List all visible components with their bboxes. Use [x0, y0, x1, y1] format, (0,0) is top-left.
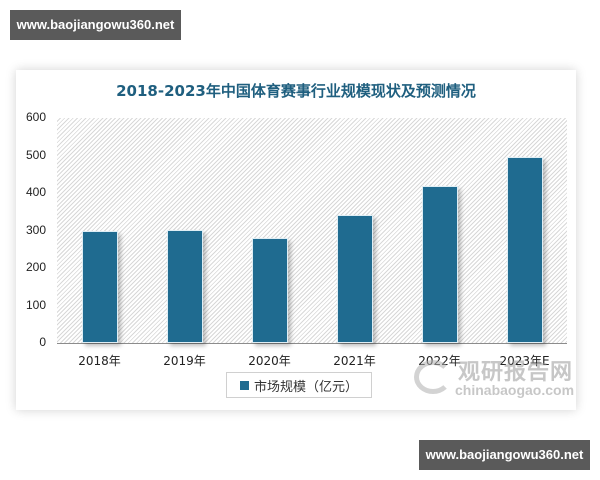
y-tick-label: 400 [25, 185, 46, 199]
legend: 市场规模（亿元） [226, 372, 372, 398]
x-tick-label: 2020年 [248, 354, 291, 368]
x-tick-label: 2023年E [499, 354, 550, 368]
plot-area [57, 118, 567, 343]
logo-en-text: chinabaogao.com [455, 382, 575, 398]
bar-2023年E [506, 157, 543, 343]
y-tick-label: 100 [25, 297, 46, 312]
x-tick-label: 2021年 [333, 354, 376, 368]
logo-swirl-icon [414, 360, 452, 394]
bar-2022年 [421, 185, 458, 343]
y-tick-label: 300 [25, 222, 46, 237]
chart-card: 2018-2023年中国体育赛事行业规模现状及预测情况 0 100 200 300 40… [16, 70, 576, 410]
watermark-bottom: www.baojiangowu360.net [419, 440, 590, 470]
bar-2021年 [336, 215, 373, 343]
x-tick-label: 2019年 [163, 354, 206, 368]
bar-2018年 [81, 230, 118, 343]
bar-2019年 [166, 230, 203, 343]
chinabaogao-logo: 观研报告网 chinabaogao.com [410, 354, 590, 404]
x-axis-line [57, 343, 567, 344]
y-tick-label: 0 [39, 335, 46, 349]
bar-2020年 [251, 238, 288, 343]
watermark-top: www.baojiangowu360.net [10, 10, 181, 40]
chart-title: 2018-2023年中国体育赛事行业规模现状及预测情况 [116, 82, 476, 100]
y-tick-label: 600 [25, 110, 46, 124]
x-tick-label: 2018年 [78, 354, 121, 368]
legend-swatch-icon [239, 380, 249, 390]
legend-label: 市场规模（亿元） [253, 379, 358, 395]
y-tick-label: 500 [25, 147, 46, 162]
y-tick-label: 200 [25, 260, 46, 274]
logo-cn-text: 观研报告网 [458, 360, 574, 385]
